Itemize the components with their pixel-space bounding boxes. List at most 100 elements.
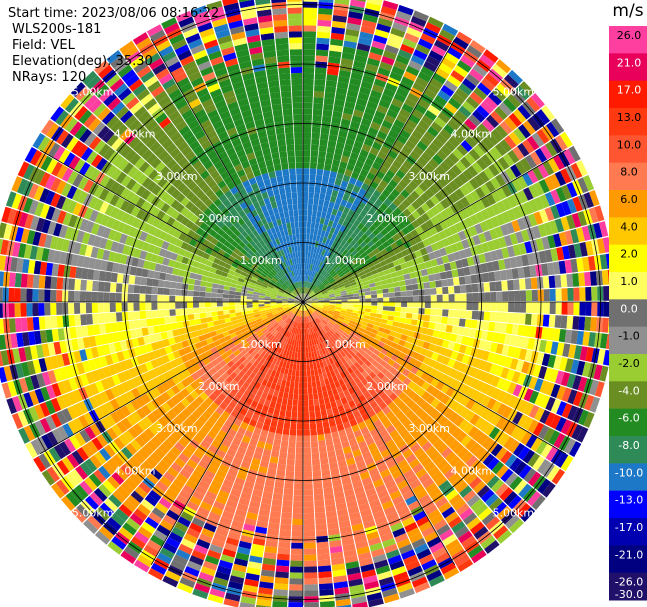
range-gate — [346, 273, 354, 279]
range-gate — [288, 441, 296, 448]
range-gate — [543, 302, 550, 314]
range-gate — [555, 187, 567, 202]
range-gate — [388, 306, 396, 312]
range-gate — [401, 76, 415, 87]
range-gate — [465, 284, 473, 293]
range-gate — [598, 221, 609, 238]
range-gate — [483, 230, 493, 242]
range-gate — [375, 170, 386, 180]
range-gate — [416, 140, 428, 152]
range-gate — [325, 265, 331, 272]
range-gate — [304, 578, 318, 585]
range-gate — [328, 176, 336, 185]
range-gate — [570, 228, 580, 244]
range-gate — [432, 137, 444, 149]
range-gate — [410, 277, 418, 285]
range-gate — [441, 279, 448, 287]
range-gate — [303, 411, 310, 419]
range-gate — [420, 66, 435, 78]
range-gate — [229, 290, 236, 295]
range-gate — [210, 297, 217, 302]
range-gate — [414, 186, 425, 197]
range-gate — [26, 303, 33, 317]
range-gate — [306, 263, 309, 270]
range-gate — [321, 255, 326, 263]
range-gate — [289, 566, 303, 573]
range-gate — [320, 277, 327, 283]
range-gate — [504, 74, 519, 89]
range-gate — [499, 120, 513, 135]
range-gate — [304, 287, 307, 294]
range-gate — [315, 280, 320, 286]
range-gate — [558, 231, 568, 246]
range-gate — [73, 302, 81, 314]
range-gate — [448, 152, 460, 165]
range-gate — [601, 317, 610, 333]
range-gate — [451, 92, 466, 105]
range-gate — [440, 198, 450, 210]
range-gate — [442, 309, 449, 317]
range-gate — [377, 244, 386, 252]
range-gate — [368, 51, 382, 62]
range-gate — [356, 255, 363, 262]
range-gate — [440, 209, 450, 220]
range-gate — [392, 321, 400, 328]
range-gate — [296, 429, 303, 436]
range-gate — [536, 128, 550, 144]
range-gate — [281, 434, 290, 442]
range-gate — [290, 560, 303, 567]
range-gate — [472, 292, 479, 302]
range-gate — [472, 234, 482, 246]
range-gate — [370, 309, 377, 314]
range-gate — [385, 245, 393, 253]
range-gate — [44, 316, 52, 330]
range-gate — [378, 165, 389, 175]
range-gate — [388, 103, 401, 114]
range-gate — [314, 288, 320, 294]
range-gate — [395, 252, 404, 260]
range-gate — [392, 198, 402, 207]
range-gate — [311, 138, 320, 146]
range-gate — [352, 211, 360, 220]
range-gate — [399, 164, 410, 175]
range-gate — [198, 302, 205, 308]
range-gate — [495, 124, 509, 139]
range-gate — [169, 302, 176, 310]
range-gate — [527, 213, 538, 227]
range-gate — [8, 287, 15, 302]
range-gate — [434, 223, 444, 233]
range-gate — [222, 302, 229, 307]
range-gate — [413, 145, 425, 156]
range-gate — [303, 435, 311, 442]
range-gate — [472, 63, 488, 77]
range-gate — [483, 49, 499, 64]
range-gate — [303, 7, 318, 14]
range-gate — [317, 157, 326, 164]
range-gate — [50, 303, 57, 316]
range-gate — [532, 166, 544, 181]
range-gate — [424, 260, 433, 269]
range-gate — [304, 590, 319, 597]
range-gate — [313, 198, 319, 205]
range-gate — [496, 187, 507, 200]
range-gate — [309, 292, 315, 297]
range-gate — [91, 302, 99, 314]
range-gate — [438, 264, 446, 273]
range-gate — [509, 233, 519, 245]
range-gate — [304, 275, 306, 282]
range-gate — [341, 295, 348, 298]
range-gate — [360, 233, 368, 241]
range-gate — [318, 577, 333, 585]
range-gate — [437, 89, 451, 102]
ray — [303, 0, 334, 300]
range-gate — [314, 186, 321, 194]
range-gate — [422, 177, 433, 189]
range-gate — [217, 310, 224, 316]
range-gate — [546, 121, 560, 138]
range-gate — [430, 121, 443, 133]
range-gate — [517, 142, 530, 157]
range-gate — [193, 285, 201, 292]
range-gate — [333, 105, 344, 113]
range-gate — [454, 188, 465, 200]
range-gate — [441, 237, 450, 248]
